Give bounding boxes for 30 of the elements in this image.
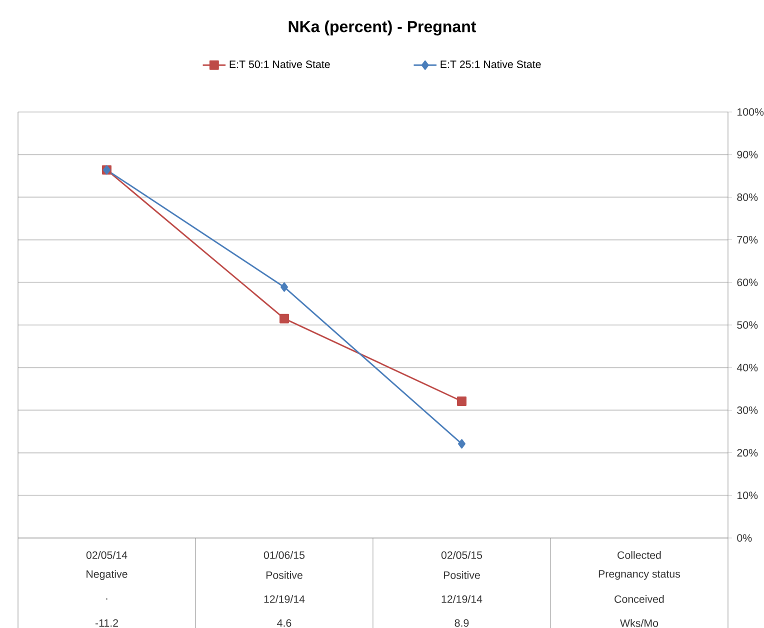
text: Conceived <box>614 595 664 603</box>
x-tick-label: Collected <box>618 551 661 559</box>
y-tick-label: 30% <box>737 406 758 414</box>
x-tick-label: 02/05/15 <box>441 551 482 559</box>
y-tick-label: 0% <box>737 534 752 542</box>
y-tick-label: 100% <box>738 108 764 116</box>
text: 12/19/14 <box>264 595 305 603</box>
y-tick-label: 60% <box>737 278 758 286</box>
chart-title: NKa (percent) - Pregnant <box>288 20 476 36</box>
y-tick-label: 70% <box>737 236 758 244</box>
text: Wks/Mo <box>620 619 658 627</box>
y-tick-label: 90% <box>737 150 758 158</box>
y-tick-label: 40% <box>736 364 758 372</box>
text: . <box>106 598 108 600</box>
x-tick-label: 02/05/14 <box>86 551 128 559</box>
legend-label: E:T 25:1 Native State <box>440 60 541 68</box>
x-tick-label: 01/06/15 <box>264 551 305 559</box>
y-tick-label: 80% <box>737 193 758 201</box>
text: 12/19/14 <box>442 595 482 603</box>
text: Positive <box>444 571 480 579</box>
text: 8.9 <box>454 619 469 627</box>
text: 4.6 <box>277 619 292 627</box>
y-tick-label: 50% <box>737 321 758 329</box>
y-tick-label: 10% <box>738 492 758 500</box>
y-tick-label: 20% <box>737 449 758 457</box>
text: Negative <box>86 570 128 580</box>
text: -11.2 <box>95 619 118 627</box>
text: Positive <box>266 571 302 579</box>
text: Pregnancy status <box>598 570 680 580</box>
legend-label: E:T 50:1 Native State <box>230 60 330 68</box>
